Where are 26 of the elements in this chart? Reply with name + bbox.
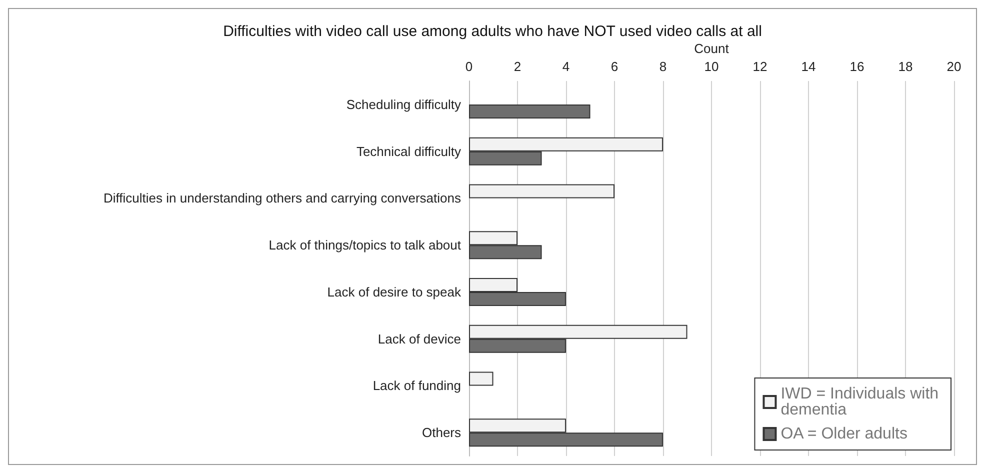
x-tick-label: 18 bbox=[898, 59, 913, 74]
y-tick-label: Lack of things/topics to talk about bbox=[268, 238, 462, 253]
chart-title: Difficulties with video call use among adults who have NOT used video calls at all bbox=[223, 23, 762, 40]
bar bbox=[469, 372, 494, 386]
x-tick-label: 0 bbox=[465, 59, 473, 74]
x-tick-label: 20 bbox=[946, 59, 962, 74]
y-tick-label: Lack of device bbox=[378, 331, 461, 346]
legend-label: OA = Older adults bbox=[780, 426, 908, 442]
y-tick-label: Lack of desire to speak bbox=[327, 284, 462, 300]
y-tick-label: Others bbox=[422, 425, 462, 440]
x-tick-label: 14 bbox=[801, 59, 816, 74]
x-tick-label: 12 bbox=[752, 59, 768, 74]
x-tick-label: 2 bbox=[514, 59, 522, 74]
x-tick-label: 16 bbox=[850, 59, 864, 74]
x-tick-label: 10 bbox=[704, 59, 719, 74]
y-tick-label: Lack of funding bbox=[372, 378, 461, 394]
bar bbox=[469, 104, 590, 118]
x-tick-label: 8 bbox=[659, 59, 667, 74]
y-tick-label: Difficulties in understanding others and carrying conversations bbox=[104, 190, 462, 206]
y-tick-label: Technical difficulty bbox=[356, 144, 462, 159]
bar bbox=[469, 184, 614, 198]
legend-label: IWD = Individuals with dementia bbox=[780, 386, 943, 418]
x-tick-label: 6 bbox=[610, 59, 618, 74]
x-axis-title: Count bbox=[694, 41, 730, 56]
x-tick-label: 4 bbox=[562, 59, 570, 74]
y-tick-label: Scheduling difficulty bbox=[346, 96, 462, 112]
